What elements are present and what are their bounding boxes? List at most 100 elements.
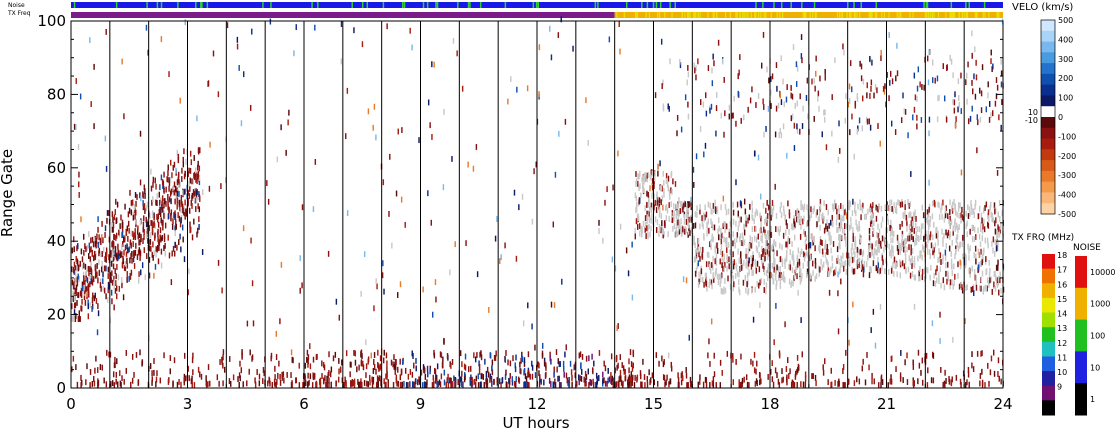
data-cell [926,209,929,216]
data-cell [1000,58,1002,65]
data-cell [628,374,631,381]
data-cell [986,237,989,244]
data-cell [849,200,852,207]
data-cell [916,96,918,102]
data-cell [723,236,725,243]
data-cell [827,249,829,255]
data-cell [673,223,676,230]
data-cell [989,277,991,284]
data-cell [125,230,128,237]
data-cell [71,266,73,273]
data-cell [738,69,740,76]
data-cell [852,198,854,205]
data-cell [715,267,718,274]
data-cell [787,357,789,364]
data-cell [793,234,796,241]
data-cell [970,204,973,210]
data-cell [811,78,813,85]
data-cell [732,263,735,270]
data-cell [804,371,807,378]
freq-swatch [1042,254,1055,270]
data-cell [648,369,650,376]
data-cell [482,374,485,380]
data-cell [119,223,121,230]
data-cell [630,381,632,388]
data-cell [311,382,314,388]
data-cell [987,92,989,99]
data-cell [500,382,502,388]
data-cell [413,362,415,369]
data-cell [965,254,967,261]
data-cell [393,354,395,361]
data-cell [713,371,716,378]
data-cell [707,65,710,71]
data-cell [168,180,171,187]
data-cell [767,105,770,112]
data-cell [476,271,479,278]
data-cell [402,359,404,365]
data-cell [824,243,827,250]
data-cell [722,223,724,230]
data-cell [580,375,583,382]
data-cell [868,234,871,241]
data-cell [139,192,141,199]
data-cell [874,84,877,90]
data-cell [276,378,278,385]
data-cell [282,371,285,378]
data-cell [655,207,658,213]
data-cell [762,202,765,209]
data-cell [781,244,783,251]
data-cell [105,165,108,172]
y-tick-label: 100 [37,12,66,30]
data-cell [170,188,173,195]
data-cell [969,115,972,122]
data-cell [98,270,100,276]
data-cell [975,258,977,265]
data-cell [306,356,308,363]
txfreq-speckle [952,12,954,18]
data-cell [647,231,649,238]
data-cell [914,274,917,281]
data-cell [996,230,999,237]
data-cell [256,369,258,375]
data-cell [142,192,144,199]
txfreq-speckle [958,12,961,18]
data-cell [845,349,847,356]
data-cell [890,199,893,206]
data-cell [324,375,326,382]
data-cell [363,380,366,386]
data-cell [537,361,539,368]
data-cell [902,377,904,384]
data-cell [157,213,160,220]
data-cell [438,379,441,386]
data-cell [718,217,720,224]
data-cell [200,373,203,380]
data-cell [223,366,226,373]
noise-bar-speckle [403,2,406,8]
data-cell [980,90,983,97]
data-cell [719,359,722,366]
data-cell [431,134,433,140]
data-cell [948,217,950,224]
data-cell [929,274,931,281]
data-cell [121,231,124,238]
data-cell [994,228,997,235]
data-cell [713,224,716,231]
data-cell [835,266,837,273]
data-cell [711,380,714,387]
data-cell [131,251,133,257]
data-cell [103,377,105,384]
data-cell [78,192,80,198]
data-cell [971,236,974,243]
data-cell [383,288,385,295]
data-cell [432,380,435,387]
data-cell [937,234,939,241]
data-cell [304,362,307,369]
data-cell [153,272,155,279]
data-cell [545,364,547,371]
data-cell [413,381,415,388]
data-cell [685,367,687,373]
data-cell [944,249,947,256]
data-cell [591,353,593,360]
data-cell [965,223,967,230]
